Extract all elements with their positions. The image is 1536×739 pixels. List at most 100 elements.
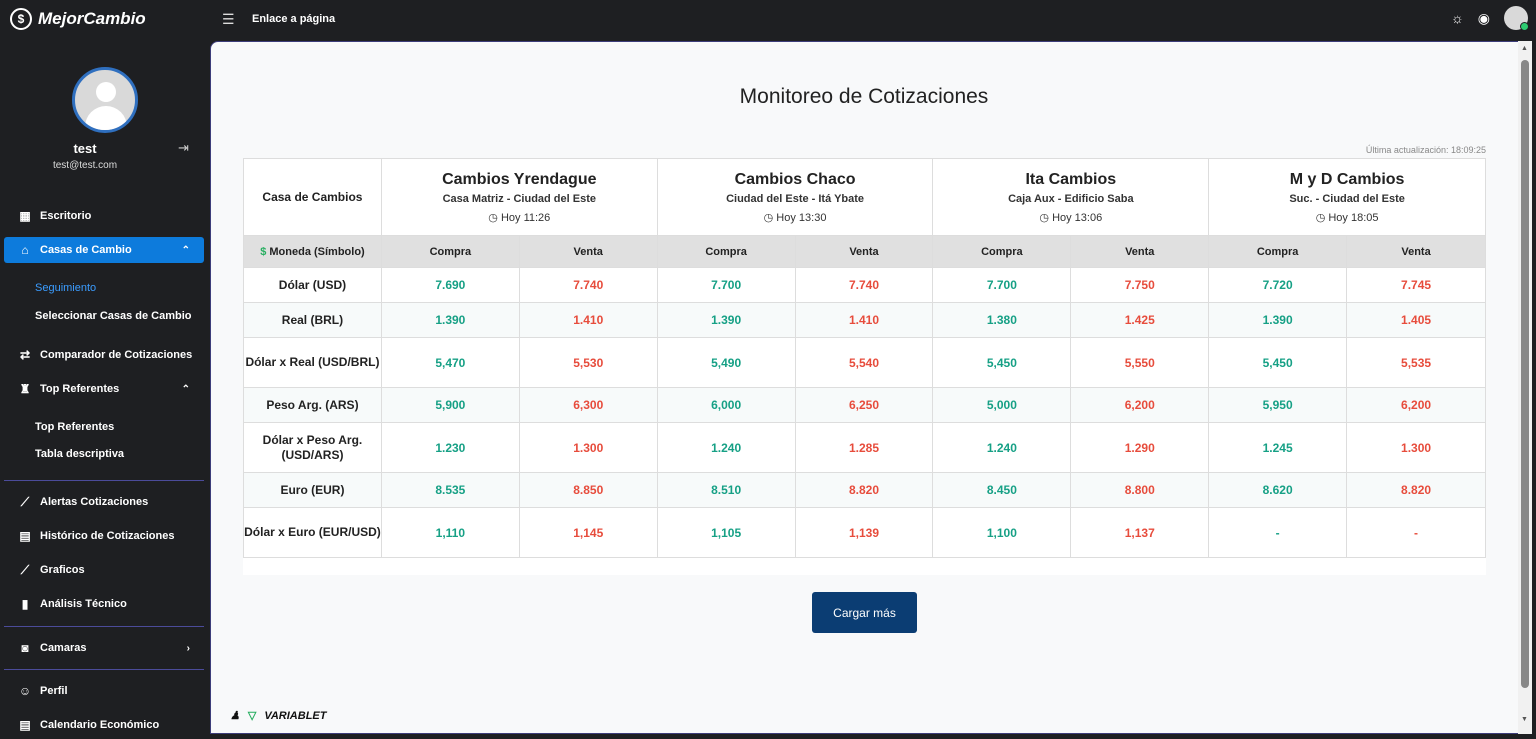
sidebar-subitem-seguimiento[interactable]: Seguimiento <box>35 282 97 294</box>
sell-rate-cell: 5,530 <box>518 337 658 388</box>
profile-avatar <box>72 67 138 133</box>
variablet-logo-icon: ▽ <box>247 710 257 722</box>
table-row: Dólar x Euro (EUR/USD) 1,110 1,145 1,105 1,1… <box>243 507 1486 558</box>
chart-line-icon: ⟋ <box>20 562 30 577</box>
col-header-venta: Venta <box>1346 235 1486 268</box>
clock-icon: ◷ <box>488 211 501 224</box>
chevron-up-icon: ⌃ <box>181 383 190 395</box>
clock-icon: ◷ <box>763 211 777 224</box>
sidebar-item-historico[interactable]: ▤ Histórico de Cotizaciones <box>4 523 204 549</box>
sidebar-item-label: Análisis Técnico <box>40 598 127 610</box>
buy-rate-cell: 1.240 <box>932 422 1072 473</box>
house-header: Cambios Yrendague Casa Matriz - Ciudad d… <box>380 158 658 236</box>
house-name: Ita Cambios <box>1025 170 1117 188</box>
table-row: Dólar x Peso Arg. (USD/ARS) 1.230 1.300 1.2… <box>243 422 1486 473</box>
house-branch: Suc. - Ciudad del Este <box>1289 192 1405 205</box>
sidebar-subitem-top-referentes[interactable]: Top Referentes <box>35 421 115 433</box>
app-logo[interactable]: $ MejorCambio <box>10 8 146 30</box>
buy-rate-cell: 7.700 <box>932 267 1072 303</box>
sell-rate-cell: 1.300 <box>518 422 658 473</box>
currency-cell: Dólar (USD) <box>243 267 382 303</box>
sidebar-item-label: Top Referentes <box>40 383 120 395</box>
sell-rate-cell: 1,137 <box>1070 507 1210 558</box>
sell-rate-cell: 1,139 <box>794 507 934 558</box>
table-row: Dólar (USD) 7.690 7.740 7.700 7.740 7.700 7.75… <box>243 267 1486 303</box>
page-link[interactable]: Enlace a página <box>252 13 336 25</box>
sell-rate-cell: 5,540 <box>794 337 934 388</box>
col-header-moneda-label: Moneda (Símbolo) <box>269 245 365 258</box>
scroll-up-icon[interactable]: ▲ <box>1521 45 1528 52</box>
scroll-down-icon[interactable]: ▼ <box>1521 716 1528 723</box>
chevron-right-icon: › <box>186 642 190 654</box>
scrollbar-thumb[interactable] <box>1521 60 1529 688</box>
sidebar-item-label: Histórico de Cotizaciones <box>40 530 175 542</box>
user-avatar[interactable] <box>1504 6 1529 31</box>
sidebar-item-label: Alertas Cotizaciones <box>40 496 149 508</box>
house-branch: Ciudad del Este - Itá Ybate <box>726 192 865 205</box>
sell-rate-cell: - <box>1346 507 1486 558</box>
quotes-table: Casa de Cambios Cambios Yrendague Casa M… <box>243 158 1486 558</box>
sidebar-divider <box>4 626 204 627</box>
page-title: Monitoreo de Cotizaciones <box>739 85 989 108</box>
grid-icon: ▦ <box>19 209 31 223</box>
sell-rate-cell: 6,300 <box>518 387 658 423</box>
profile-name: test <box>73 141 97 156</box>
house-time: Hoy 13:06 <box>1052 211 1103 224</box>
logout-icon[interactable]: ⇥ <box>178 140 189 155</box>
sidebar-item-casas-de-cambio[interactable]: ⌂ Casas de Cambio ⌃ <box>4 237 204 263</box>
buy-rate-cell: 1,105 <box>656 507 796 558</box>
col-header-compra: Compra <box>932 235 1072 268</box>
sidebar-item-comparador[interactable]: ⇄ Comparador de Cotizaciones <box>4 342 204 368</box>
buy-rate-cell: 1.390 <box>1208 302 1348 338</box>
sidebar-item-alertas[interactable]: ⟋ Alertas Cotizaciones <box>4 489 204 515</box>
buy-rate-cell: 6,000 <box>656 387 796 423</box>
buy-rate-cell: 1.240 <box>656 422 796 473</box>
sidebar-item-analisis[interactable]: ▮ Análisis Técnico <box>4 591 204 617</box>
chevron-up-icon: ⌃ <box>181 244 190 256</box>
eye-icon[interactable]: ◉ <box>1477 9 1490 26</box>
camera-icon: ◙ <box>21 641 29 655</box>
load-more-button[interactable]: Cargar más <box>812 592 917 633</box>
user-icon: ♟ <box>230 710 240 722</box>
clock-icon: ◷ <box>1315 211 1329 224</box>
sidebar-item-calendario[interactable]: ▤ Calendario Económico <box>4 712 204 738</box>
sidebar: test test@test.com ⇥ ▦ Escritorio ⌂ Casa… <box>0 40 210 739</box>
sell-rate-cell: 8.820 <box>1346 472 1486 508</box>
sidebar-subitem-seleccionar[interactable]: Seleccionar Casas de Cambio <box>35 310 192 322</box>
sidebar-item-top-referentes[interactable]: ♜ Top Referentes ⌃ <box>4 376 204 402</box>
house-name: Cambios Chaco <box>734 170 856 188</box>
house-time: Hoy 11:26 <box>500 211 551 224</box>
sidebar-item-perfil[interactable]: ☺ Perfil <box>4 678 204 704</box>
bar-chart-icon: ▮ <box>21 597 29 611</box>
sell-rate-cell: 1.425 <box>1070 302 1210 338</box>
sell-rate-cell: 1.410 <box>518 302 658 338</box>
sidebar-divider <box>4 480 204 481</box>
buy-rate-cell: 5,950 <box>1208 387 1348 423</box>
currency-cell: Euro (EUR) <box>243 472 382 508</box>
sell-rate-cell: 6,200 <box>1070 387 1210 423</box>
sell-rate-cell: 8.800 <box>1070 472 1210 508</box>
buy-rate-cell: 8.535 <box>380 472 520 508</box>
currency-cell: Dólar x Euro (EUR/USD) <box>243 507 382 558</box>
sell-rate-cell: 6,250 <box>794 387 934 423</box>
col-header-moneda: $ Moneda (Símbolo) <box>243 235 382 268</box>
table-row: Dólar x Real (USD/BRL) 5,470 5,530 5,490 5,5… <box>243 337 1486 388</box>
sidebar-item-label: Graficos <box>40 564 85 576</box>
sidebar-item-graficos[interactable]: ⟋ Graficos <box>4 557 204 583</box>
table-row: Euro (EUR) 8.535 8.850 8.510 8.820 8.450 8.800… <box>243 472 1486 508</box>
sidebar-subitem-tabla-descriptiva[interactable]: Tabla descriptiva <box>35 448 125 460</box>
sidebar-item-label: Perfil <box>40 685 68 697</box>
chart-line-icon: ⟋ <box>20 494 30 509</box>
buy-rate-cell: 8.450 <box>932 472 1072 508</box>
sell-rate-cell: 1.290 <box>1070 422 1210 473</box>
buy-rate-cell: 1.230 <box>380 422 520 473</box>
currency-cell: Dólar x Peso Arg. (USD/ARS) <box>243 422 382 473</box>
sidebar-item-camaras[interactable]: ◙ Camaras › <box>4 635 204 661</box>
menu-toggle-icon[interactable]: ☰ <box>222 11 235 27</box>
sell-rate-cell: 1.410 <box>794 302 934 338</box>
footer-brand: ♟ ▽ VARIABLET <box>230 709 326 723</box>
theme-toggle-icon[interactable]: ☼ <box>1450 10 1464 26</box>
logo-icon: $ <box>10 8 32 30</box>
col-header-venta: Venta <box>794 235 934 268</box>
sidebar-item-escritorio[interactable]: ▦ Escritorio <box>4 203 204 229</box>
